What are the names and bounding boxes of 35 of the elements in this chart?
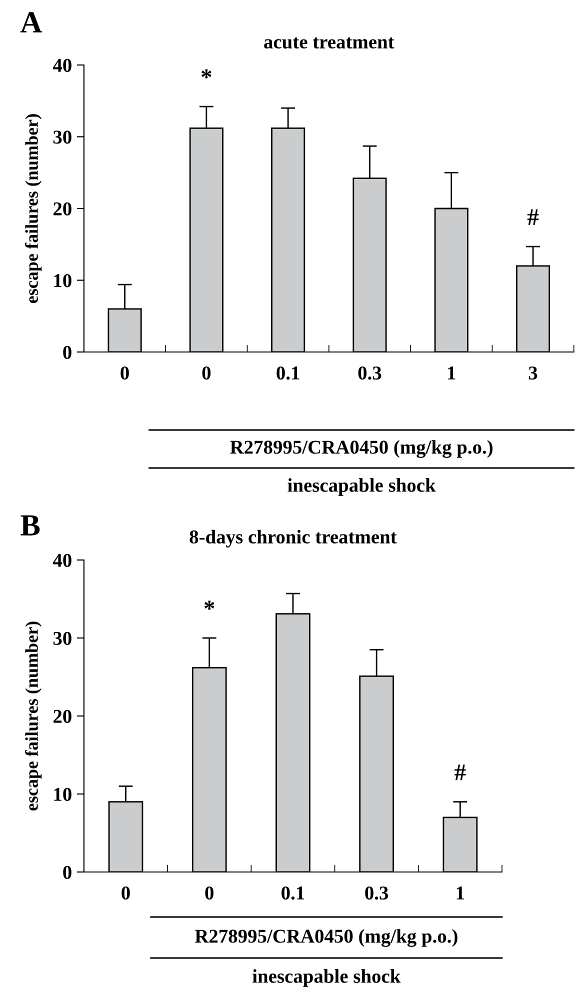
x-axis-title: R278995/CRA0450 (mg/kg p.o.) [194, 929, 458, 947]
y-tick-label: 10 [54, 788, 72, 801]
text: A [20, 12, 42, 32]
data-label: # [454, 764, 466, 780]
x-axis-title: R278995/CRA0450 (mg/kg p.o.) [230, 440, 492, 458]
x-tick-label: 0.1 [276, 366, 300, 380]
x-tick-label: 0.1 [282, 886, 304, 900]
x-tick-label: 0 [205, 886, 214, 900]
y-tick-label: 20 [54, 710, 72, 723]
x-tick-label: 3 [528, 366, 538, 380]
x-tick-label: 0 [202, 366, 211, 380]
x-tick-label: 0.3 [358, 366, 382, 380]
y-tick-label: 20 [54, 202, 72, 216]
x-tick-label: 1 [448, 366, 456, 380]
y-tick-label: 30 [53, 632, 72, 645]
chart-title: acute treatment [264, 37, 394, 49]
x-tick-label: 0 [122, 886, 130, 900]
y-tick-label: 40 [52, 58, 72, 72]
data-label: * [202, 69, 212, 78]
chart-title: 8-days chronic treatment [190, 530, 397, 548]
y-tick-label: 0 [63, 866, 72, 879]
x-tick-label: 0 [120, 366, 129, 380]
x-tick-label: 0.3 [365, 886, 388, 900]
y-axis-title: escape failures (number) [25, 114, 42, 303]
text: inescapable shock [288, 478, 436, 496]
text: inescapable shock [252, 969, 401, 987]
data-label: * [204, 600, 214, 610]
y-tick-label: 40 [52, 554, 72, 567]
y-tick-label: 30 [53, 130, 72, 144]
text: B [20, 515, 40, 536]
y-tick-label: 0 [63, 346, 72, 359]
y-tick-label: 10 [54, 274, 72, 288]
y-axis-title: escape failures (number) [25, 622, 42, 810]
x-tick-label: 1 [456, 886, 464, 900]
data-label: # [527, 209, 539, 225]
